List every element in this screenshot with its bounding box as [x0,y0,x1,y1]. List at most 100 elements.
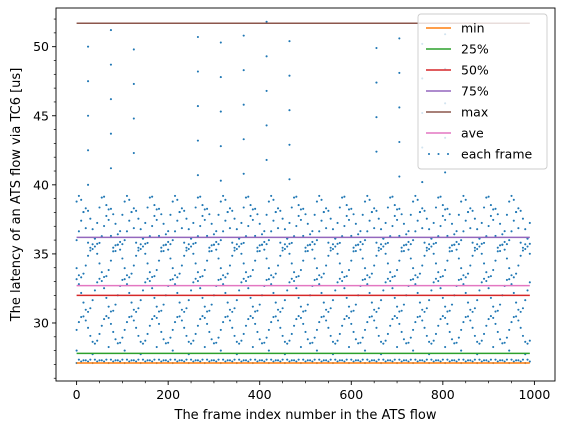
data-point [190,358,193,361]
data-point [373,359,376,362]
data-point [473,307,476,310]
data-point [80,360,83,363]
y-tick-label: 40 [33,177,49,192]
data-point [226,315,229,318]
data-point [148,271,151,274]
data-point [338,277,341,280]
x-tick-label: 1000 [518,387,550,402]
data-point [347,218,351,221]
data-point [334,342,337,345]
data-point [192,242,195,245]
data-point [109,29,112,32]
data-point [121,213,124,216]
data-point [286,245,289,248]
data-point [103,224,106,228]
data-point [489,214,492,217]
data-point [290,332,293,336]
data-point [125,283,129,286]
data-point [112,213,115,216]
data-point [480,242,483,245]
data-point [306,222,309,225]
data-point [466,359,470,362]
data-point [135,310,138,313]
data-point [235,299,238,302]
data-point [373,264,376,267]
data-point [123,239,126,242]
data-point [215,240,218,244]
data-point [379,299,383,302]
data-point [283,243,286,246]
data-point [432,252,435,255]
data-point [517,359,520,362]
data-point [125,230,129,233]
data-point [476,340,479,343]
data-point [396,208,399,211]
data-point [203,345,206,349]
data-point [309,233,312,236]
data-point [357,342,360,345]
data-point [100,324,103,327]
data-point [441,275,444,278]
data-point [322,301,325,304]
data-point [521,246,524,249]
data-point [398,234,401,238]
legend-label: ave [461,126,484,141]
data-point [503,240,506,244]
data-point [164,243,167,246]
data-point [334,237,337,240]
data-point [318,230,321,233]
data-point [96,339,99,342]
data-point [407,248,410,251]
data-point [302,207,305,210]
data-point [222,194,225,197]
data-point [363,328,367,331]
data-point [281,307,284,310]
data-point [265,213,268,216]
data-point [480,360,483,363]
data-point [489,275,492,278]
data-point [185,249,188,252]
data-point [320,291,323,295]
data-point [224,315,227,319]
data-point [194,241,197,244]
data-point [331,299,335,302]
data-point [249,296,252,299]
data-point [471,241,474,244]
data-point [146,359,149,362]
data-point [409,213,412,216]
data-point [418,272,422,275]
data-point [361,243,364,246]
data-point [515,359,518,362]
data-point [338,262,341,265]
data-point [409,243,412,246]
data-point [279,209,282,212]
data-point [148,279,151,283]
data-point [217,257,220,260]
data-point [354,249,357,253]
data-point [260,233,264,236]
legend-label: each frame [461,147,532,162]
data-point [201,358,204,361]
data-point [524,243,527,246]
data-point [281,217,284,220]
data-point [295,287,298,290]
data-point [107,218,110,221]
data-point [288,74,291,77]
data-point [80,219,83,222]
data-point [412,328,415,331]
data-point [91,340,94,343]
data-point [249,214,252,217]
data-point [119,360,122,363]
data-point [155,305,158,308]
data-point [114,359,117,362]
data-point [437,324,440,327]
data-point [299,345,302,349]
data-point [194,206,197,209]
data-point [515,210,518,214]
data-point [109,63,112,66]
data-point [100,279,103,283]
data-point [77,274,80,277]
data-point [137,217,140,220]
data-point [482,206,486,209]
data-point [276,264,280,267]
